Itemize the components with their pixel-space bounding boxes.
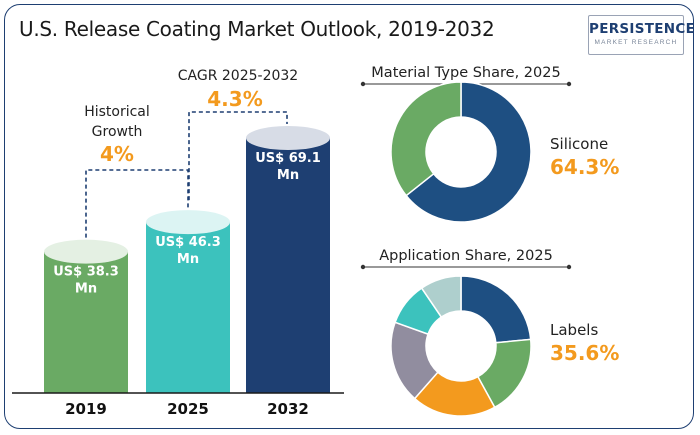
donut-title-rule-dot <box>360 81 366 87</box>
historical-growth-value: 4% <box>100 142 134 166</box>
bar-category-label: 2025 <box>167 400 209 418</box>
donut-callout-value: 64.3% <box>550 155 619 179</box>
bar-value-unit: Mn <box>75 282 97 297</box>
bar-value-label: US$ 69.1 <box>255 151 321 166</box>
bar-2032 <box>246 126 330 393</box>
bar-2025 <box>146 210 230 393</box>
brand-logo: PERSISTENCE MARKET RESEARCH <box>588 15 694 55</box>
bar-body <box>146 222 230 393</box>
donut-title-rule-dot <box>566 81 572 87</box>
donut-slice <box>405 81 532 223</box>
historical-growth-label: Historical <box>84 104 150 120</box>
bar-value-label: US$ 38.3 <box>53 265 119 280</box>
bar-2019 <box>44 239 128 393</box>
donut-slice <box>420 275 462 319</box>
bar-category-label: 2019 <box>65 400 107 418</box>
growth-connector-cagr <box>188 111 288 201</box>
cagr-value: 4.3% <box>207 87 262 111</box>
donut-callout-value: 35.6% <box>550 341 619 365</box>
brand-tagline: MARKET RESEARCH <box>594 39 678 46</box>
cagr-label: CAGR 2025-2032 <box>178 68 298 84</box>
bar-value-unit: Mn <box>177 252 199 267</box>
donut-title-rule-dot <box>360 264 366 270</box>
donut-callout-label: Labels <box>550 321 598 339</box>
bar-body <box>246 138 330 393</box>
bar-body <box>44 251 128 393</box>
donut-title-rule-dot <box>566 264 572 270</box>
donut-slice <box>460 275 532 344</box>
bar-value-label: US$ 46.3 <box>155 235 221 250</box>
brand-name: PERSISTENCE <box>589 21 694 37</box>
page-title: U.S. Release Coating Market Outlook, 201… <box>19 17 495 41</box>
bar-top-cap <box>146 210 230 235</box>
bar-value-unit: Mn <box>277 168 299 183</box>
donut-slice <box>390 81 462 197</box>
donut-callout-label: Silicone <box>550 135 608 153</box>
bar-category-label: 2032 <box>267 400 309 418</box>
bar-top-cap <box>44 239 128 264</box>
bar-top-cap <box>246 126 330 150</box>
donut-title: Application Share, 2025 <box>379 248 553 264</box>
historical-growth-label-line2: Growth <box>92 124 143 140</box>
donut-title: Material Type Share, 2025 <box>371 65 560 81</box>
